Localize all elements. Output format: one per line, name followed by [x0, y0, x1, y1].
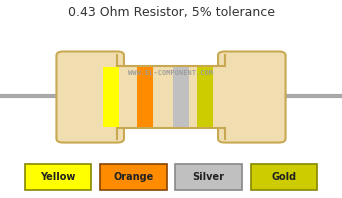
FancyBboxPatch shape [218, 51, 286, 143]
Text: 0.43 Ohm Resistor, 5% tolerance: 0.43 Ohm Resistor, 5% tolerance [67, 6, 275, 19]
Bar [117, 66, 225, 128]
Text: Silver: Silver [193, 172, 225, 182]
Bar [137, 67, 153, 127]
Bar [250, 164, 317, 190]
Bar [60, 94, 282, 98]
Text: Orange: Orange [113, 172, 154, 182]
Bar [103, 67, 119, 127]
Bar [173, 67, 189, 127]
Bar [197, 67, 213, 127]
Bar [100, 164, 167, 190]
Text: WWW.EL-COMPONENT.COM: WWW.EL-COMPONENT.COM [129, 70, 213, 76]
Text: Gold: Gold [271, 172, 297, 182]
Bar [25, 164, 91, 190]
FancyBboxPatch shape [56, 51, 124, 143]
Text: Yellow: Yellow [40, 172, 76, 182]
Bar [175, 164, 242, 190]
